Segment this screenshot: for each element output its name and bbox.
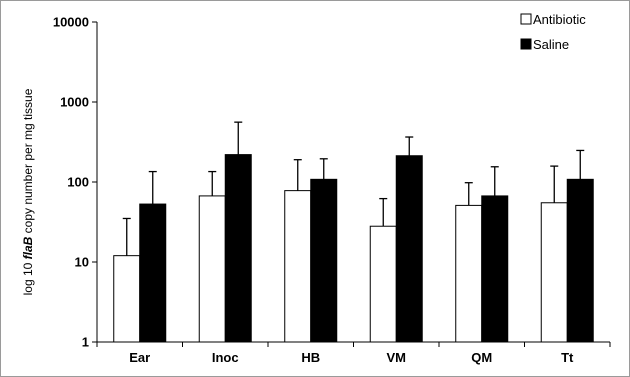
- y-tick-label: 10: [75, 255, 89, 270]
- x-tick-label: HB: [301, 350, 320, 365]
- svg-text:log 10 flaB copy number per mg: log 10 flaB copy number per mg tissue: [21, 88, 35, 295]
- bar-saline-qm: [481, 195, 509, 343]
- x-axis-labels: Ear Inoc HB VM QM Tt: [129, 350, 574, 365]
- legend-label-antibiotic: Antibiotic: [533, 12, 586, 27]
- bar-saline-hb: [310, 178, 338, 343]
- legend-label-saline: Saline: [533, 37, 569, 52]
- legend-swatch-saline: [520, 38, 532, 50]
- x-tick-label: Tt: [561, 350, 574, 365]
- x-tick-label: VM: [387, 350, 407, 365]
- error-bars: [122, 121, 585, 256]
- bar-antibiotic-inoc: [198, 195, 226, 343]
- bar-saline-ear: [139, 203, 167, 343]
- y-tick-label: 10000: [53, 15, 89, 30]
- x-tick-label: Ear: [129, 350, 150, 365]
- y-tick-label: 1000: [60, 95, 89, 110]
- bars: [113, 154, 594, 343]
- bar-antibiotic-qm: [455, 204, 483, 343]
- x-tick-label: QM: [471, 350, 492, 365]
- bar-antibiotic-ear: [113, 255, 141, 343]
- y-axis-label-prefix: log 10: [21, 259, 35, 295]
- legend-swatch-antibiotic: [520, 13, 532, 25]
- y-tick-label: 100: [67, 175, 89, 190]
- y-axis-label-suffix: copy number per mg tissue: [21, 88, 35, 236]
- bar-saline-inoc: [224, 154, 252, 343]
- y-tick-label: 1: [82, 335, 89, 350]
- y-axis-label-italic: flaB: [21, 236, 35, 259]
- y-axis-ticks: 1 10 100 1000 10000: [53, 15, 97, 350]
- bar-antibiotic-hb: [284, 190, 312, 343]
- bar-saline-vm: [395, 155, 423, 343]
- bar-antibiotic-vm: [369, 225, 397, 343]
- bar-saline-tt: [566, 178, 594, 343]
- axes: [96, 22, 611, 347]
- legend: Antibiotic Saline: [520, 12, 586, 52]
- y-axis-label: log 10 flaB copy number per mg tissue: [21, 88, 35, 295]
- x-tick-label: Inoc: [212, 350, 239, 365]
- bar-antibiotic-tt: [540, 202, 568, 343]
